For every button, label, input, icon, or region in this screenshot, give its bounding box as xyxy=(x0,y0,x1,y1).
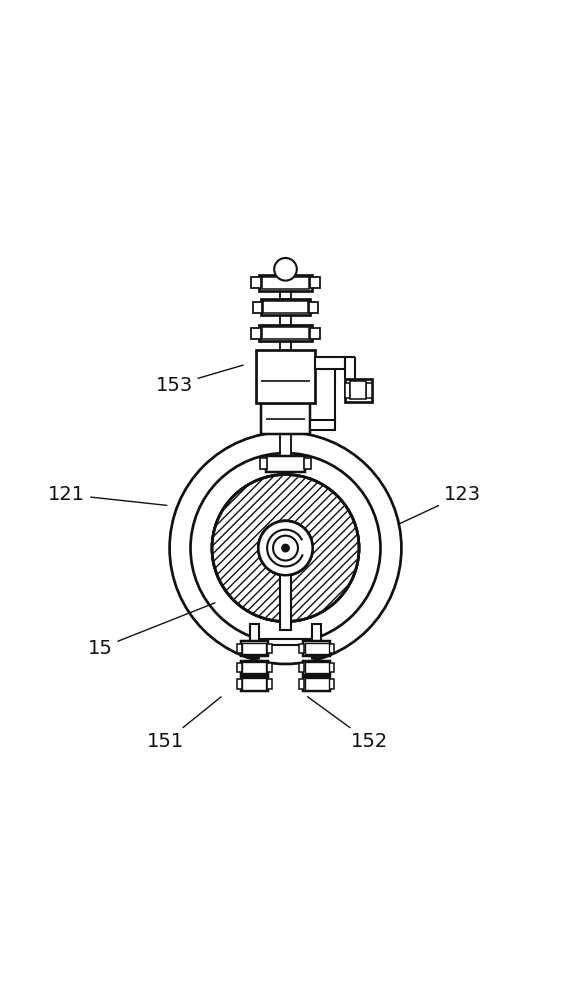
Bar xyxy=(262,277,309,289)
Bar xyxy=(299,663,304,672)
Bar xyxy=(310,328,320,339)
Text: 153: 153 xyxy=(155,365,243,395)
Bar xyxy=(280,291,291,299)
Text: 121: 121 xyxy=(48,485,167,505)
Bar xyxy=(263,327,308,339)
Bar xyxy=(309,420,335,430)
Bar xyxy=(251,639,320,645)
Circle shape xyxy=(282,545,289,551)
Bar xyxy=(250,624,259,658)
Bar xyxy=(299,644,304,653)
Bar xyxy=(237,644,242,653)
Bar xyxy=(260,299,311,315)
Bar xyxy=(267,644,272,653)
Circle shape xyxy=(274,258,297,281)
Bar xyxy=(280,521,291,630)
Bar xyxy=(242,662,267,673)
Circle shape xyxy=(273,536,298,561)
Bar xyxy=(266,456,305,472)
Bar xyxy=(344,379,372,402)
Bar xyxy=(350,381,366,399)
Bar xyxy=(280,434,291,456)
Bar xyxy=(251,277,260,288)
Bar xyxy=(262,403,309,434)
Bar xyxy=(259,275,312,291)
Bar xyxy=(242,678,267,690)
Bar xyxy=(304,458,311,469)
Bar xyxy=(299,679,304,689)
Bar xyxy=(303,661,330,675)
Bar xyxy=(309,302,318,313)
Bar xyxy=(329,644,334,653)
Bar xyxy=(329,679,334,689)
Bar xyxy=(312,624,321,658)
Bar xyxy=(267,679,272,689)
Bar xyxy=(344,383,350,398)
Bar xyxy=(304,662,329,673)
Text: 152: 152 xyxy=(308,697,388,751)
Bar xyxy=(303,677,330,691)
Bar xyxy=(259,325,312,341)
Bar xyxy=(315,357,344,369)
Bar xyxy=(242,643,267,654)
Bar xyxy=(366,383,372,398)
Bar xyxy=(253,302,262,313)
Bar xyxy=(256,350,315,403)
Bar xyxy=(280,315,291,325)
Text: 15: 15 xyxy=(87,603,215,658)
Bar xyxy=(304,678,329,690)
Text: 123: 123 xyxy=(399,485,481,524)
Circle shape xyxy=(258,521,313,575)
Bar xyxy=(280,341,291,350)
Bar xyxy=(303,641,330,656)
Bar xyxy=(241,677,268,691)
Bar xyxy=(241,661,268,675)
Bar xyxy=(329,663,334,672)
Bar xyxy=(311,277,320,288)
Bar xyxy=(237,663,242,672)
Bar xyxy=(251,328,261,339)
Bar xyxy=(267,663,272,672)
Text: 151: 151 xyxy=(147,697,221,751)
Bar xyxy=(263,301,308,313)
Bar xyxy=(260,458,267,469)
Bar xyxy=(304,643,329,654)
Bar xyxy=(237,679,242,689)
Bar xyxy=(241,641,268,656)
